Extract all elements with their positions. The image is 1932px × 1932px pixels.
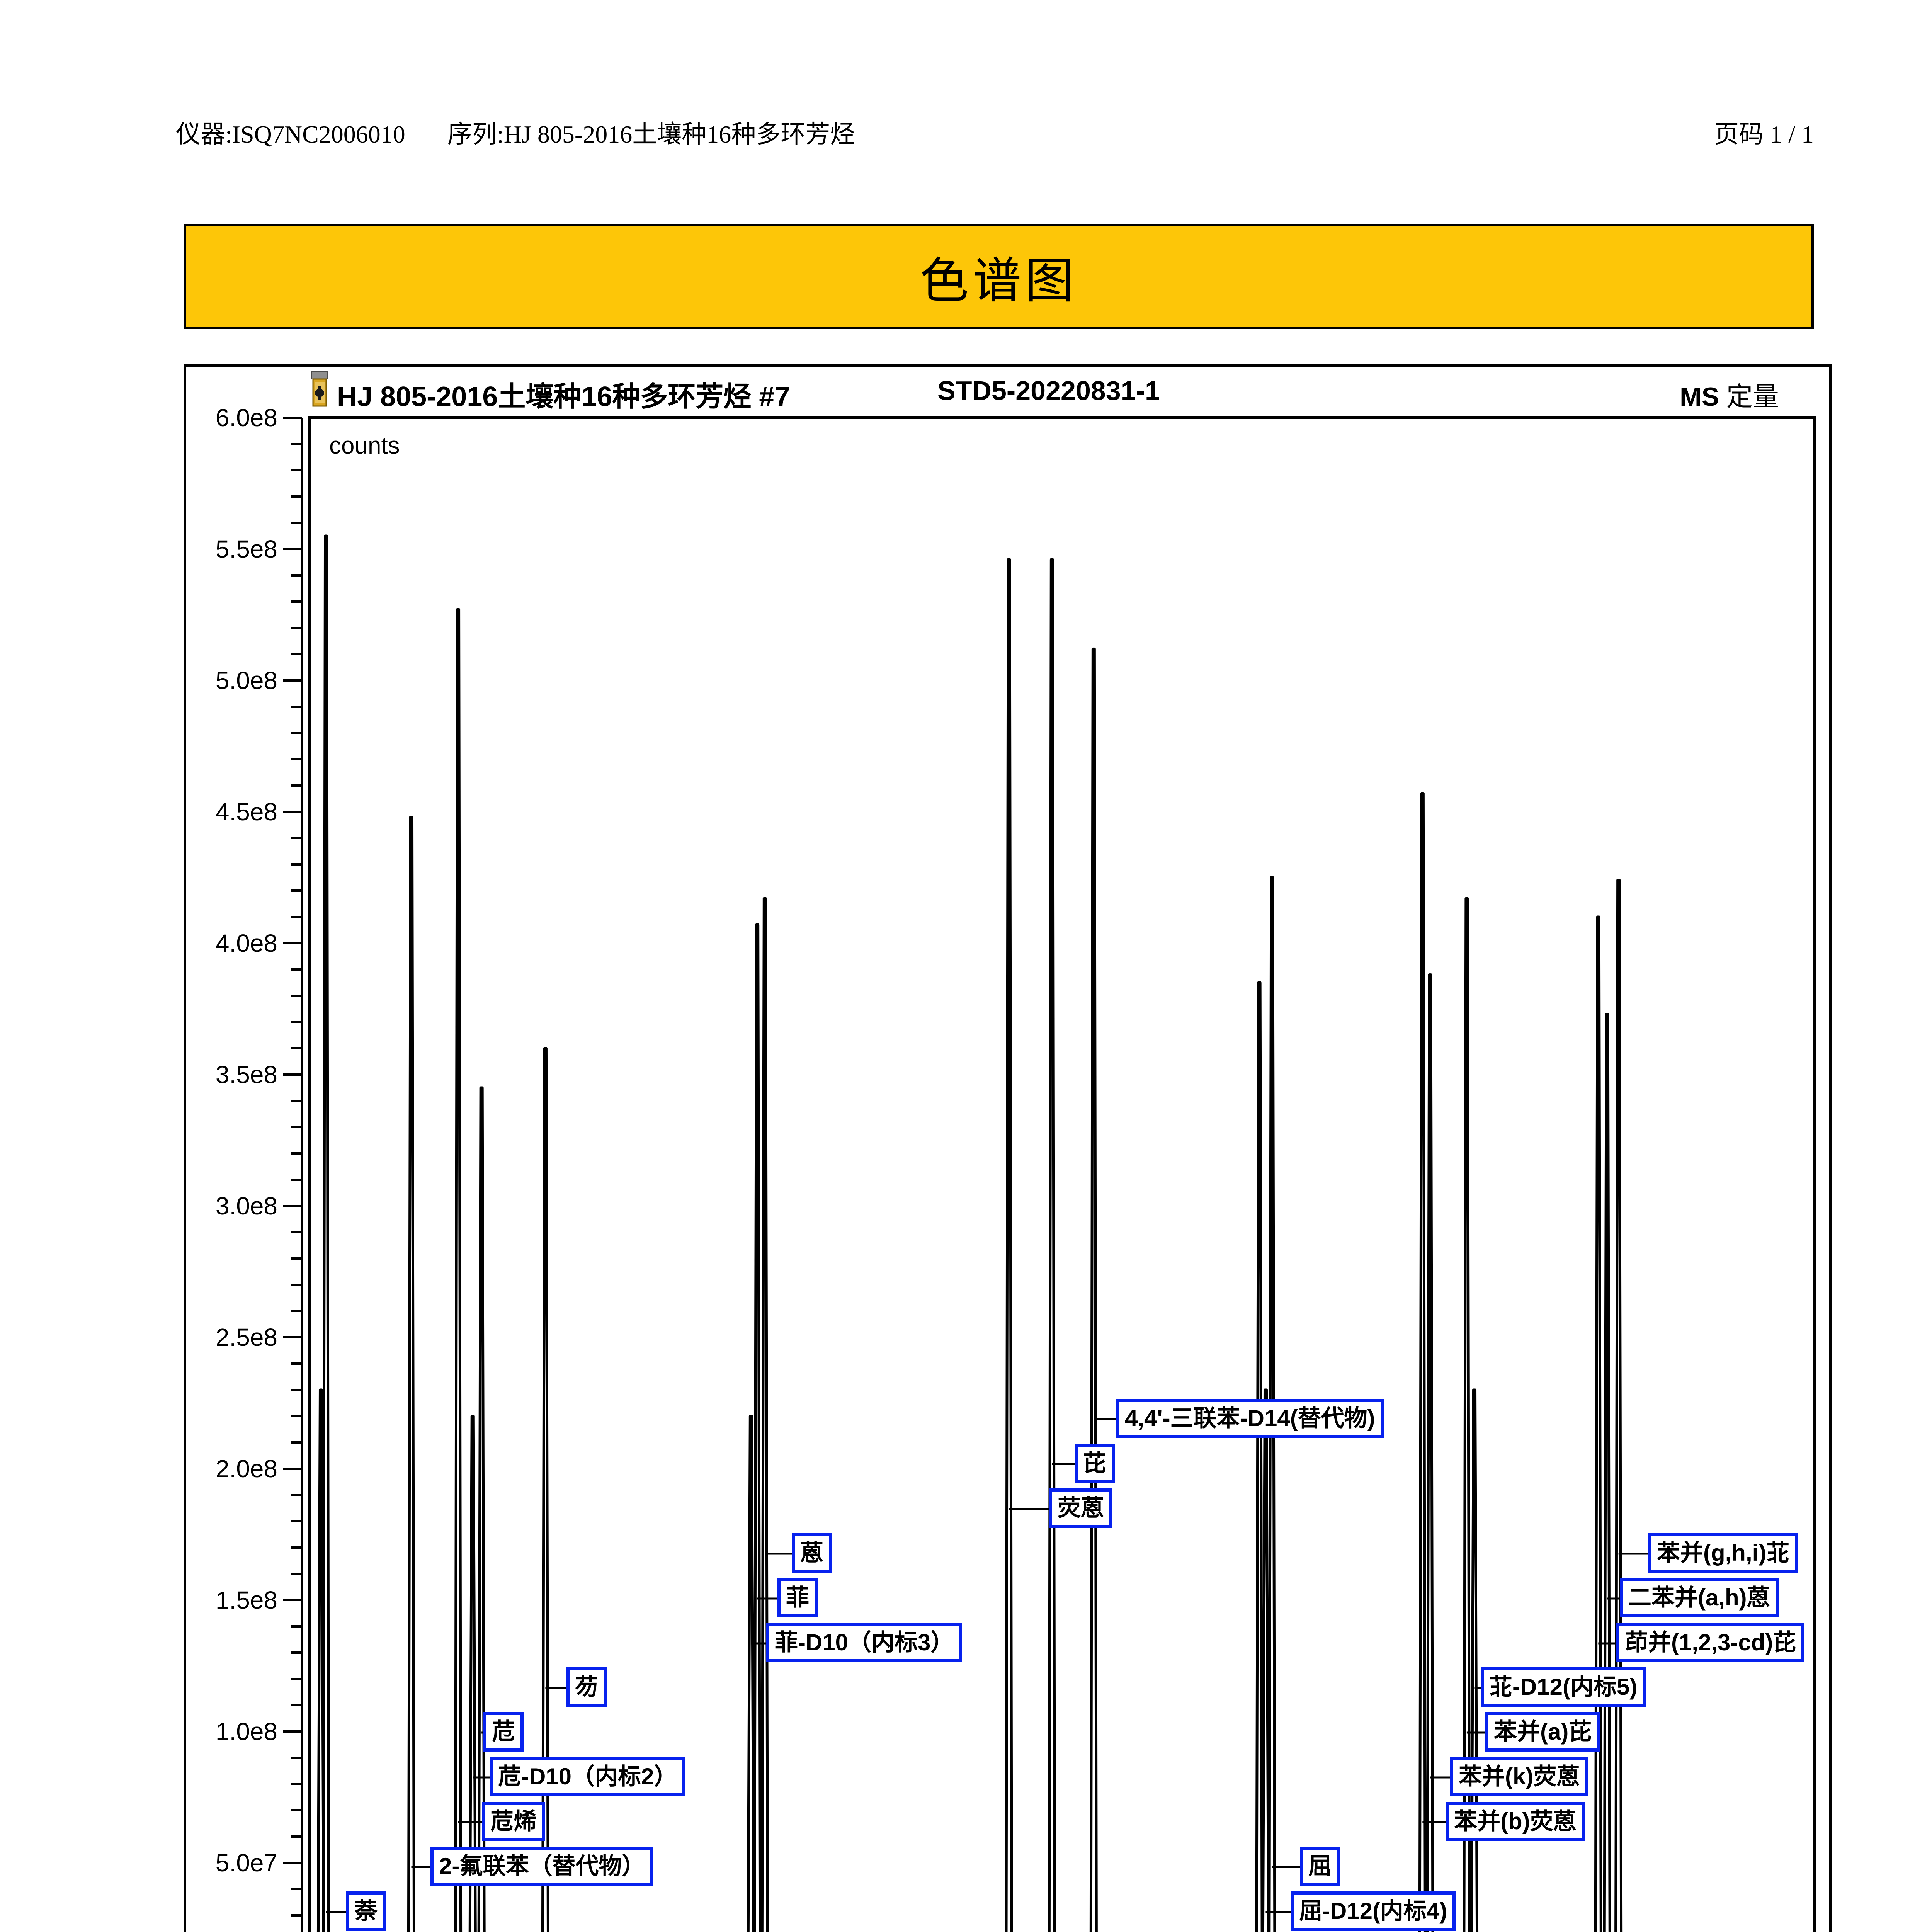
peak-label: 茚并(1,2,3-cd)芘 (1616, 1623, 1805, 1662)
peak-label: 苯并(k)荧蒽 (1450, 1757, 1588, 1796)
peak-label: 屈-D12(内标4) (1291, 1891, 1456, 1931)
peak-label: 屈 (1300, 1847, 1340, 1886)
page-title: 色谱图 (920, 255, 1078, 308)
svg-text:counts: counts (329, 432, 400, 459)
peak-label: 萘 (346, 1891, 386, 1931)
peak-label: 芘 (1075, 1444, 1115, 1483)
peak-label: 苯并(a)芘 (1485, 1712, 1600, 1752)
svg-text:5.0e7: 5.0e7 (216, 1849, 277, 1877)
peak-label: 苯并(b)荧蒽 (1446, 1802, 1585, 1841)
peak-label: 芴 (566, 1667, 607, 1707)
svg-text:6.0e8: 6.0e8 (216, 404, 277, 432)
detector-mode-en: MS (1680, 382, 1719, 412)
peak-label: 二苯并(a,h)蒽 (1620, 1578, 1779, 1617)
peak-label: 菲-D10（内标3） (766, 1623, 963, 1662)
svg-text:2.0e8: 2.0e8 (216, 1455, 277, 1483)
detector-mode-label: MS 定量 (1680, 375, 1779, 413)
svg-text:4.5e8: 4.5e8 (216, 798, 277, 826)
peak-label: 荧蒽 (1049, 1488, 1112, 1528)
svg-text:4.0e8: 4.0e8 (216, 929, 277, 957)
detector-mode-cn: 定量 (1726, 382, 1779, 412)
peak-label: 2-氟联苯（替代物） (430, 1847, 654, 1886)
svg-text:3.0e8: 3.0e8 (216, 1192, 277, 1220)
peak-label: 蒽 (792, 1533, 832, 1573)
chromatogram-frame: counts-1.0e8-5.0e70.0e05.0e71.0e81.5e82.… (184, 364, 1832, 1932)
header-page-number: 页码 1 / 1 (1714, 121, 1814, 148)
svg-text:1.5e8: 1.5e8 (216, 1586, 277, 1614)
svg-text:5.0e8: 5.0e8 (216, 667, 277, 694)
sample-name: STD5-20220831-1 (937, 376, 1160, 406)
chromatogram-plot: counts-1.0e8-5.0e70.0e05.0e71.0e81.5e82.… (216, 404, 1816, 1932)
header-instrument: 仪器:ISQ7NC2006010 (176, 121, 405, 148)
peak-label: 苊烯 (482, 1802, 545, 1841)
peak-label: 苝-D12(内标5) (1481, 1667, 1646, 1707)
peak-label: 4,4'-三联苯-D14(替代物) (1116, 1399, 1384, 1438)
title-banner: 色谱图 (184, 224, 1814, 329)
svg-text:2.5e8: 2.5e8 (216, 1323, 277, 1351)
peak-label: 苯并(g,h,i)苝 (1648, 1533, 1798, 1573)
peak-label: 苊 (483, 1712, 524, 1752)
svg-text:3.5e8: 3.5e8 (216, 1061, 277, 1088)
injection-title: HJ 805-2016土壤种16种多环芳烃 #7 (337, 381, 790, 412)
peak-label: 菲 (777, 1578, 818, 1617)
svg-text:5.5e8: 5.5e8 (216, 535, 277, 563)
svg-text:1.0e8: 1.0e8 (216, 1718, 277, 1745)
peak-label: 苊-D10（内标2） (490, 1757, 686, 1796)
header-sequence: 序列:HJ 805-2016土壤种16种多环芳烃 (447, 121, 855, 148)
